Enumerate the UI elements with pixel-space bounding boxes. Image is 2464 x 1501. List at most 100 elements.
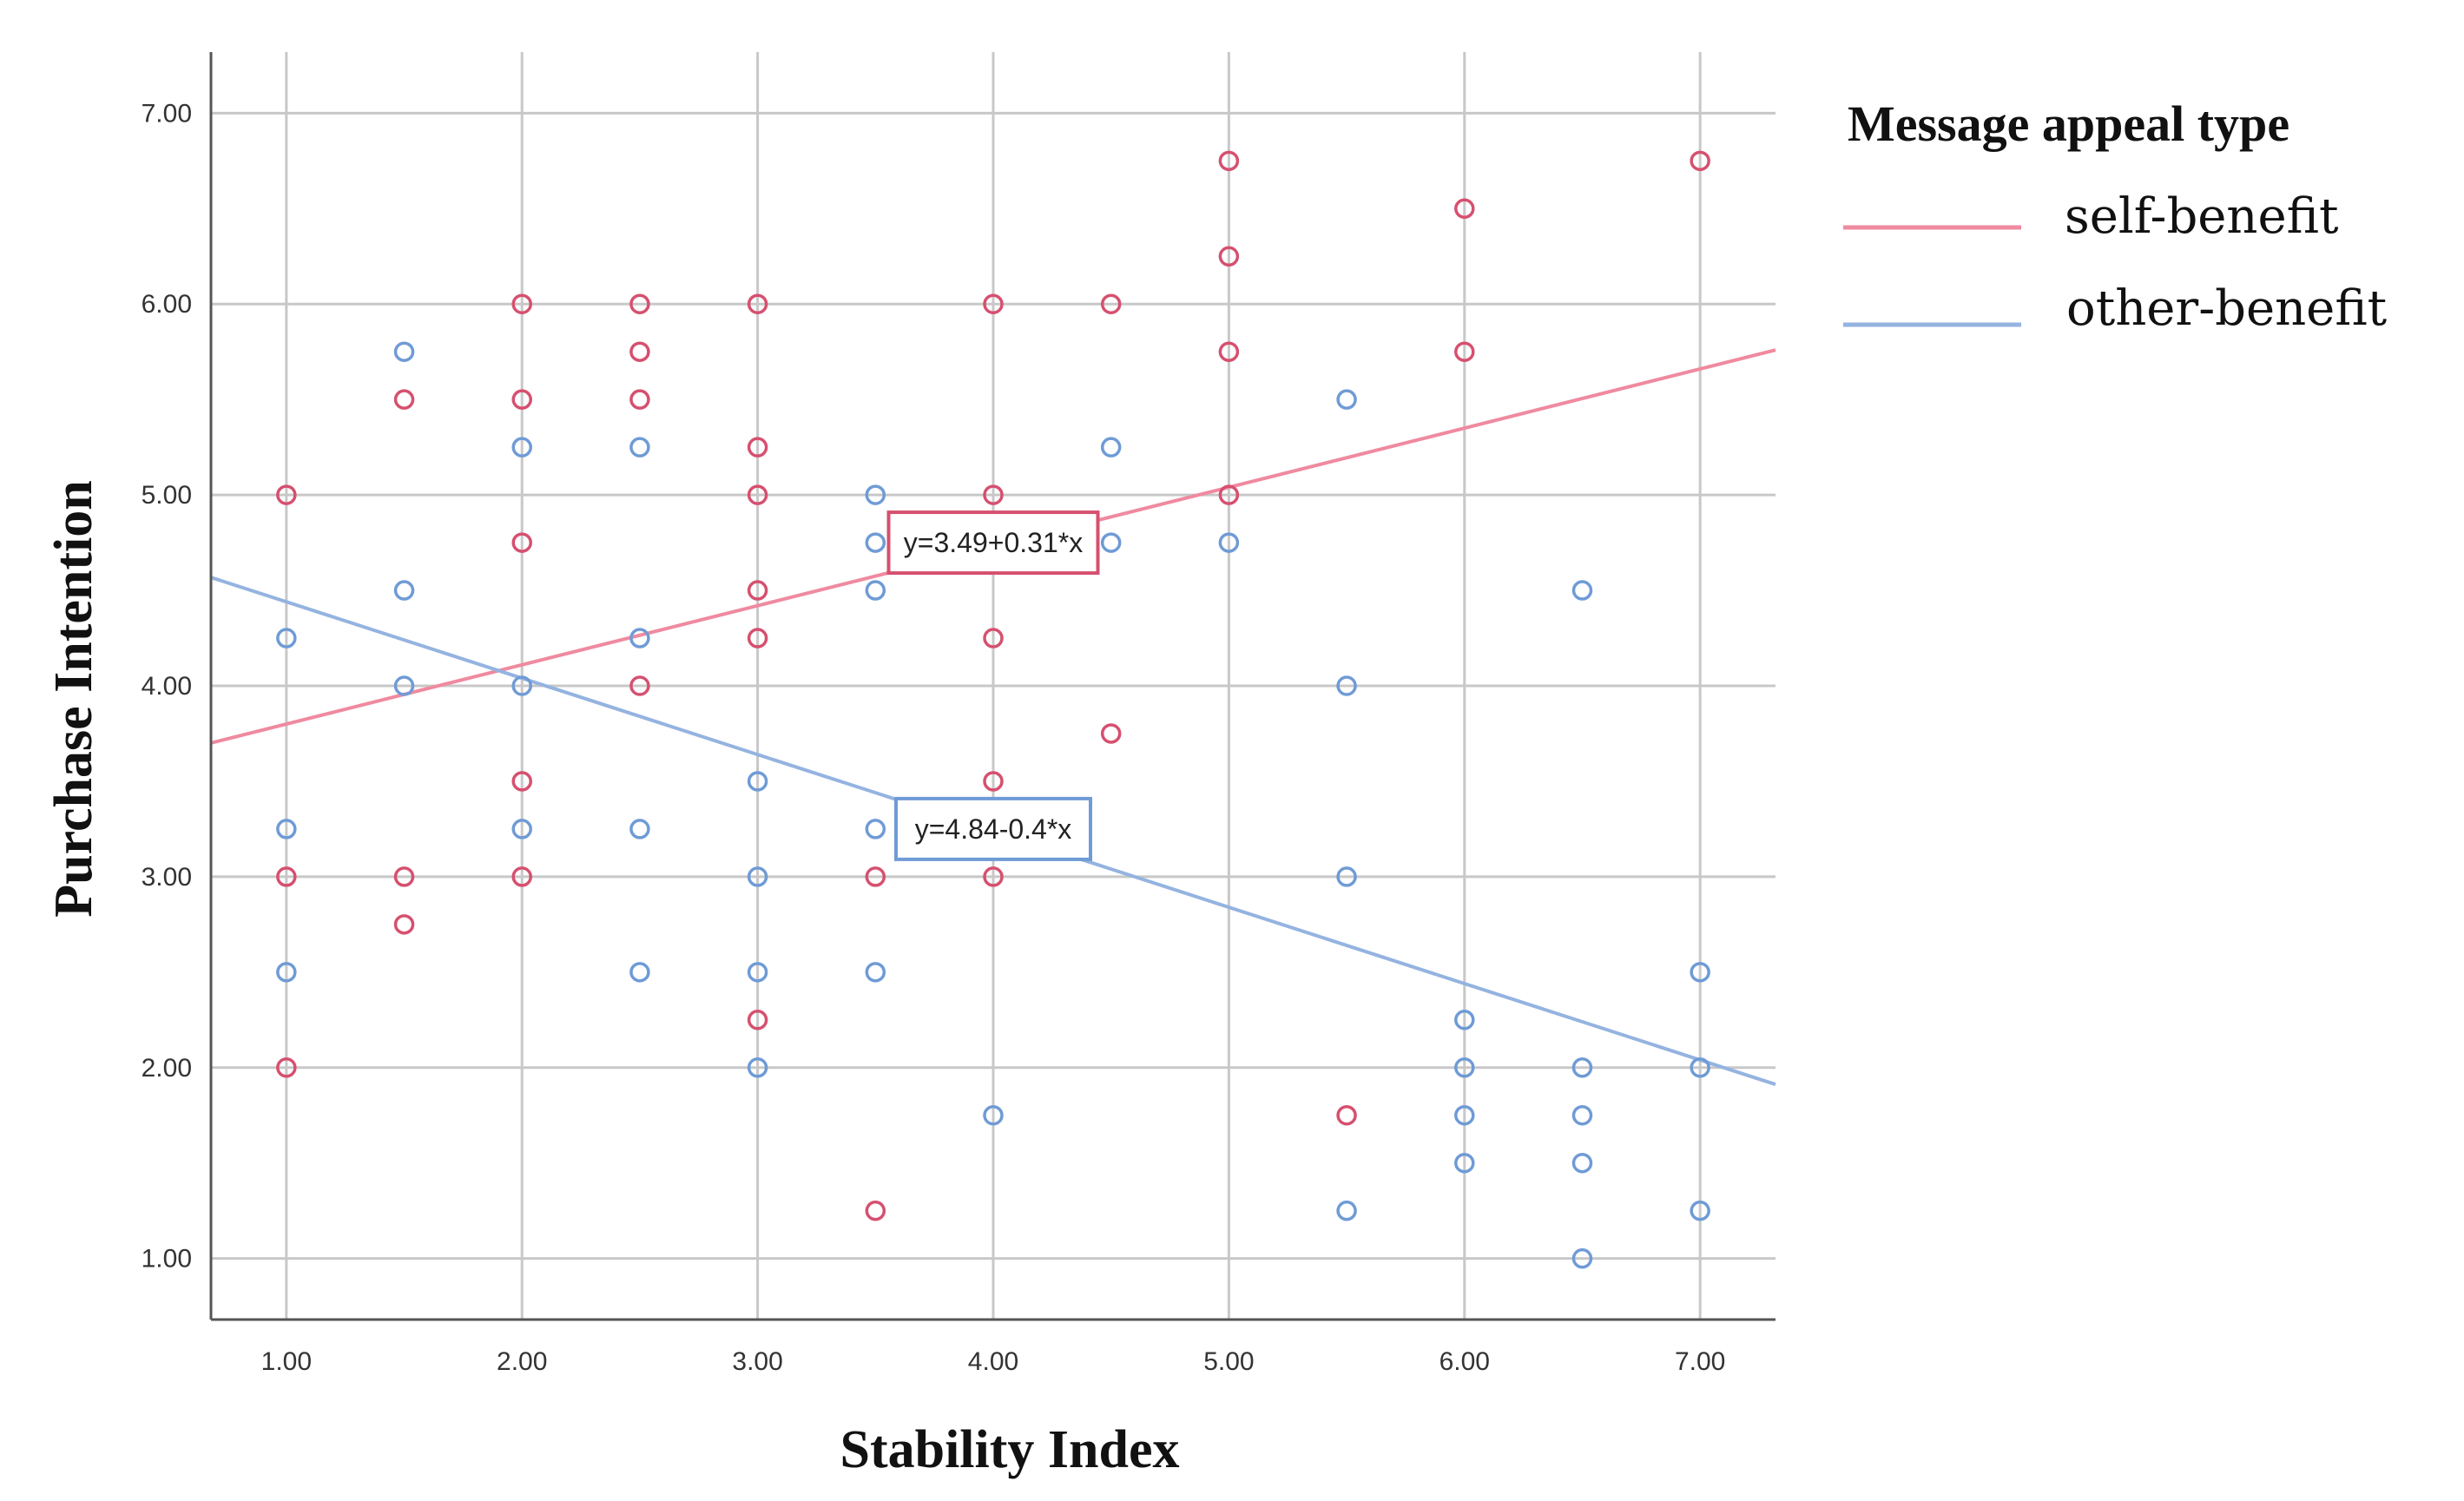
point-self-benefit — [276, 866, 297, 887]
point-self-benefit — [511, 389, 532, 410]
equation-labels: y=3.49+0.31*x y=4.84-0.4*x — [886, 510, 1100, 861]
point-self-benefit — [1454, 341, 1475, 362]
point-self-benefit — [629, 389, 650, 410]
point-self-benefit — [865, 1200, 886, 1221]
point-other-benefit — [1454, 1010, 1475, 1030]
point-self-benefit — [983, 866, 1004, 887]
point-self-benefit — [747, 484, 768, 505]
x-tick-label: 6.00 — [1440, 1347, 1490, 1376]
equation-label-other-benefit: y=4.84-0.4*x — [915, 813, 1072, 845]
point-self-benefit — [865, 866, 886, 887]
point-other-benefit — [1690, 1200, 1710, 1221]
point-other-benefit — [393, 675, 415, 696]
y-tick-label: 7.00 — [142, 99, 192, 128]
grid — [211, 52, 1776, 1320]
point-other-benefit — [511, 819, 532, 839]
point-other-benefit — [629, 819, 650, 839]
point-self-benefit — [393, 914, 415, 935]
x-tick-label: 7.00 — [1675, 1347, 1725, 1376]
x-axis-title: Stability Index — [840, 1420, 1179, 1479]
point-self-benefit — [747, 437, 768, 458]
point-self-benefit — [511, 771, 532, 792]
point-self-benefit — [511, 293, 532, 314]
point-self-benefit — [393, 389, 415, 410]
point-self-benefit — [1218, 246, 1240, 267]
point-other-benefit — [511, 437, 532, 458]
point-other-benefit — [629, 437, 650, 458]
point-other-benefit — [393, 580, 415, 601]
point-other-benefit — [865, 532, 886, 553]
point-other-benefit — [865, 484, 886, 505]
point-self-benefit — [983, 484, 1004, 505]
data-points — [276, 150, 1710, 1269]
point-self-benefit — [276, 484, 297, 505]
point-self-benefit — [629, 341, 650, 362]
point-other-benefit — [1690, 1057, 1710, 1078]
point-self-benefit — [747, 580, 768, 601]
point-other-benefit — [1218, 532, 1240, 553]
point-self-benefit — [511, 532, 532, 553]
point-self-benefit — [1218, 150, 1240, 172]
point-other-benefit — [1100, 532, 1122, 553]
point-self-benefit — [1100, 293, 1122, 314]
y-tick-label: 4.00 — [142, 672, 192, 701]
point-self-benefit — [747, 293, 768, 314]
point-self-benefit — [511, 866, 532, 887]
point-other-benefit — [629, 962, 650, 983]
point-self-benefit — [1690, 150, 1710, 172]
point-self-benefit — [983, 628, 1004, 648]
point-self-benefit — [1218, 484, 1240, 505]
point-other-benefit — [1336, 866, 1357, 887]
point-other-benefit — [865, 580, 886, 601]
equation-box-self-benefit: y=3.49+0.31*x — [886, 510, 1100, 576]
tick-labels: 1.00 2.00 3.00 4.00 5.00 6.00 7.00 1.00 2.00 3.00… — [142, 99, 1726, 1376]
point-other-benefit — [1690, 962, 1710, 983]
point-other-benefit — [1571, 1104, 1593, 1126]
equation-box-other-benefit: y=4.84-0.4*x — [894, 796, 1092, 861]
point-other-benefit — [1571, 1248, 1593, 1269]
equation-label-self-benefit: y=3.49+0.31*x — [904, 527, 1083, 558]
point-other-benefit — [747, 1057, 768, 1078]
point-self-benefit — [1218, 341, 1240, 362]
point-self-benefit — [629, 293, 650, 314]
point-other-benefit — [865, 819, 886, 839]
point-self-benefit — [629, 675, 650, 696]
point-self-benefit — [747, 1010, 768, 1030]
point-self-benefit — [1454, 198, 1475, 220]
y-tick-label: 3.00 — [142, 863, 192, 892]
point-self-benefit — [276, 1057, 297, 1078]
point-other-benefit — [983, 1104, 1004, 1126]
point-other-benefit — [1336, 675, 1357, 696]
y-tick-label: 5.00 — [142, 481, 192, 510]
x-tick-label: 5.00 — [1203, 1347, 1254, 1376]
axes — [209, 52, 1776, 1321]
point-self-benefit — [747, 628, 768, 648]
point-self-benefit — [983, 771, 1004, 792]
point-other-benefit — [276, 819, 297, 839]
point-other-benefit — [276, 628, 297, 648]
y-tick-label: 2.00 — [142, 1054, 192, 1083]
point-other-benefit — [276, 962, 297, 983]
point-other-benefit — [747, 771, 768, 792]
point-other-benefit — [1454, 1104, 1475, 1126]
y-tick-label: 6.00 — [142, 290, 192, 319]
point-other-benefit — [629, 628, 650, 648]
legend-title: Message appeal type — [1848, 95, 2289, 152]
point-other-benefit — [1571, 580, 1593, 601]
x-tick-label: 3.00 — [732, 1347, 782, 1376]
point-self-benefit — [393, 866, 415, 887]
legend: Message appeal type self-benefit other-b… — [1843, 95, 2388, 337]
x-tick-label: 2.00 — [497, 1347, 547, 1376]
legend-label-self-benefit: self-benefit — [2065, 188, 2339, 245]
equation-frame-self-benefit — [886, 510, 1100, 576]
point-other-benefit — [865, 962, 886, 983]
point-other-benefit — [1454, 1152, 1475, 1174]
point-other-benefit — [747, 866, 768, 887]
point-other-benefit — [1454, 1057, 1475, 1078]
point-other-benefit — [1571, 1152, 1593, 1174]
y-axis-title: Purchase Intention — [44, 480, 103, 918]
point-other-benefit — [1571, 1057, 1593, 1078]
legend-label-other-benefit: other-benefit — [2066, 280, 2388, 337]
point-self-benefit — [1336, 1104, 1357, 1126]
